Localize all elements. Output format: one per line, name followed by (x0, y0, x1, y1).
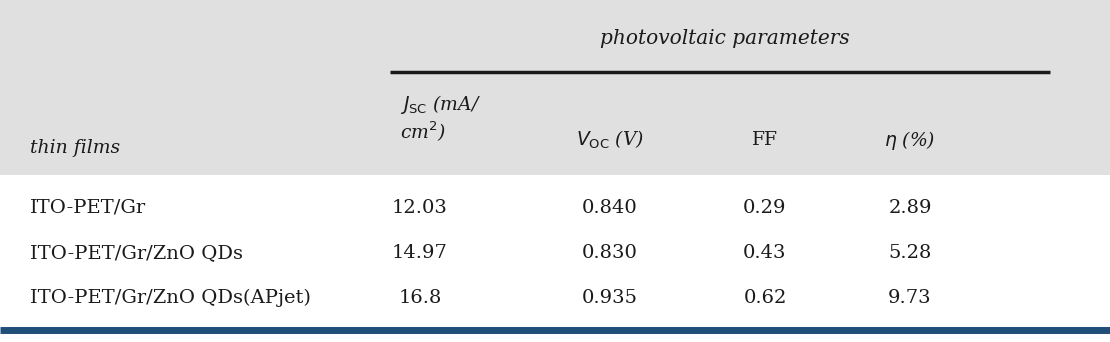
Bar (0, 175, 1110, 330)
Text: 14.97: 14.97 (392, 244, 448, 262)
Text: 16.8: 16.8 (398, 289, 442, 307)
Text: 0.935: 0.935 (582, 289, 638, 307)
Text: ITO-PET/Gr/ZnO QDs: ITO-PET/Gr/ZnO QDs (30, 244, 243, 262)
Text: 0.43: 0.43 (744, 244, 787, 262)
Text: $J_{\mathrm{SC}}$ (mA/: $J_{\mathrm{SC}}$ (mA/ (400, 93, 481, 117)
Text: 2.89: 2.89 (888, 199, 931, 217)
Text: ITO-PET/Gr/ZnO QDs(APjet): ITO-PET/Gr/ZnO QDs(APjet) (30, 289, 311, 307)
Text: 12.03: 12.03 (392, 199, 448, 217)
Text: photovoltaic parameters: photovoltaic parameters (601, 28, 850, 48)
Text: 5.28: 5.28 (888, 244, 931, 262)
Text: cm$^{2}$): cm$^{2}$) (400, 120, 446, 144)
Bar (0, 0, 1110, 175)
Text: 0.62: 0.62 (744, 289, 787, 307)
Text: ITO-PET/Gr: ITO-PET/Gr (30, 199, 147, 217)
Text: 0.840: 0.840 (582, 199, 638, 217)
Text: 9.73: 9.73 (888, 289, 931, 307)
Text: thin films: thin films (30, 139, 120, 157)
Text: FF: FF (751, 131, 778, 149)
Text: $V_{\mathrm{OC}}$ (V): $V_{\mathrm{OC}}$ (V) (576, 129, 644, 151)
Text: 0.830: 0.830 (582, 244, 638, 262)
Text: 0.29: 0.29 (744, 199, 787, 217)
Text: $\eta$ (%): $\eta$ (%) (885, 129, 936, 152)
